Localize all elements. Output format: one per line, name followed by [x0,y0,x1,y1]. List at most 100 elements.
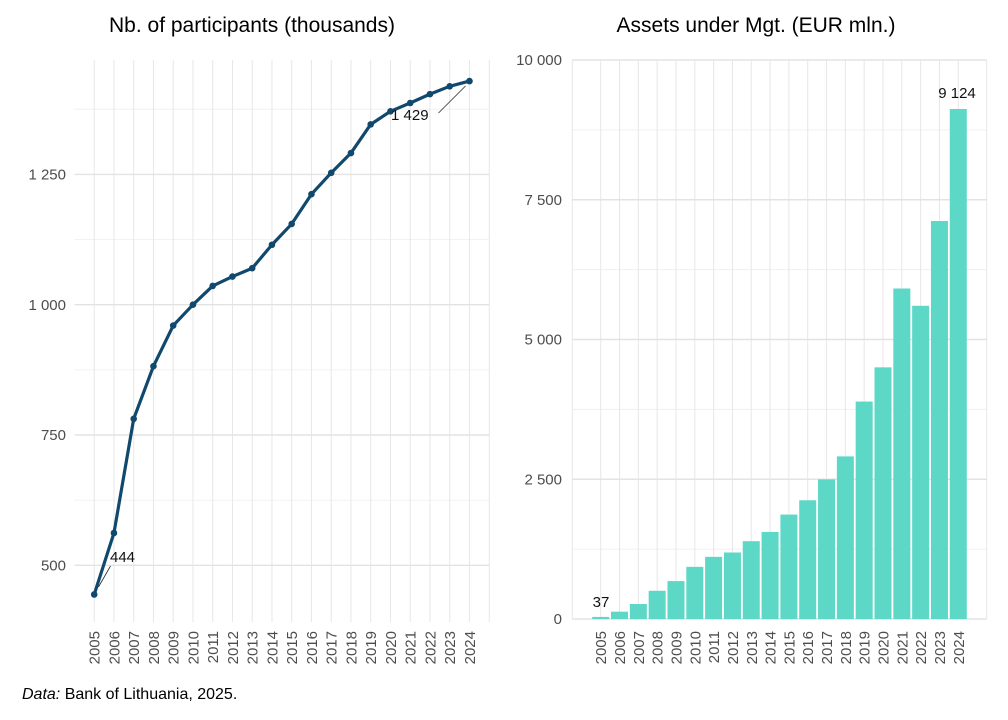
bar-2005 [592,616,610,619]
x-axis-tick-label: 2012 [725,631,742,664]
x-axis-tick-label: 2022 [422,631,439,664]
x-axis-tick-label: 2010 [185,631,202,664]
bar-2008 [648,590,666,619]
x-axis-tick-label: 2024 [951,631,968,664]
y-axis-tick-labels: 500 750 1 000 1 250 [28,167,66,575]
y-axis-tick-label: 0 [554,611,562,628]
x-axis-tick-label: 2024 [462,631,479,664]
bar-2006 [611,611,629,619]
x-axis-tick-label: 2019 [857,631,874,664]
point-2005 [90,591,98,598]
x-axis-tick-label: 2005 [593,631,610,664]
x-axis-tick-label: 2005 [87,631,104,664]
y-axis-tick-label: 5 000 [524,332,562,349]
bar-2012 [723,552,741,619]
x-axis-tick-label: 2006 [612,631,629,664]
line-chart-panel: 500 750 1 000 1 250 2005 2006 2007 2008 2009 2010… [28,60,490,664]
x-axis-tick-label: 2006 [106,631,123,664]
bar-2010 [686,566,704,619]
y-axis-tick-label: 1 250 [28,167,66,184]
x-axis-tick-label: 2017 [819,631,836,664]
x-axis-tick-label: 2007 [631,631,648,664]
bar-2013 [742,541,760,619]
bar-2017 [818,479,836,619]
line-points [90,77,473,598]
bar-2014 [761,531,779,619]
bar-2023 [930,220,948,619]
x-axis-tick-label: 2007 [126,631,143,664]
bar-chart-title: Assets under Mgt. (EUR mln.) [616,14,896,37]
bar-2015 [780,514,798,619]
point-2006 [110,529,118,537]
bar-2020 [874,367,892,619]
bar-2011 [705,556,723,619]
annotation-leader-lines [98,85,466,588]
bar-2021 [893,288,911,619]
x-axis-tick-label: 2023 [932,631,949,664]
x-axis-tick-label: 2015 [284,631,301,664]
x-axis-tick-label: 2023 [442,631,459,664]
horizontal-major-gridlines [74,173,490,566]
x-axis-tick-label: 2017 [324,631,341,664]
data-source-note: Data: Bank of Lithuania, 2025. [22,686,237,704]
x-axis-tick-label: 2009 [668,631,685,664]
y-axis-tick-label: 2 500 [524,471,562,488]
point-2014 [268,241,276,249]
point-2013 [248,264,256,272]
leader-line-first-point [98,565,111,588]
x-axis-tick-label: 2016 [800,631,817,664]
bar-2007 [629,604,647,619]
x-axis-tick-label: 2019 [363,631,380,664]
point-2018 [347,149,355,157]
line-chart-title: Nb. of participants (thousands) [109,14,395,37]
y-axis-tick-label: 500 [41,558,66,575]
x-axis-tick-label: 2014 [264,631,281,664]
x-axis-tick-label: 2011 [706,631,723,663]
x-axis-tick-label: 2010 [687,631,704,664]
x-axis-tick-label: 2016 [304,631,321,664]
y-axis-tick-label: 10 000 [516,52,562,69]
x-axis-tick-label: 2018 [838,631,855,664]
x-axis-tick-label: 2008 [146,631,163,664]
data-source-prefix: Data: [22,686,61,703]
line-first-point-label: 444 [110,549,136,566]
bar-2018 [836,456,854,619]
x-axis-tick-label: 2015 [781,631,798,664]
y-axis-tick-label: 7 500 [524,192,562,209]
point-2016 [308,190,315,198]
bar-2024 [949,108,967,620]
x-axis-tick-label: 2021 [403,631,420,664]
point-2017 [327,169,335,177]
bar-series [592,108,967,620]
y-axis-tick-labels: 0 2 500 5 000 7 500 10 000 [516,52,562,628]
point-2020 [387,108,394,115]
leader-line-last-point [438,85,466,114]
x-axis-tick-labels: 2005 2006 2007 2008 2009 2010 2011 2012 2013 2014… [87,631,479,664]
data-source-text: Bank of Lithuania, 2025. [60,686,238,703]
x-axis-tick-label: 2012 [225,631,242,664]
x-axis-tick-label: 2013 [245,631,262,664]
x-axis-tick-labels: 2005 2006 2007 2008 2009 2010 2011 2012 2013 2014… [593,631,968,664]
x-axis-tick-label: 2020 [383,631,400,664]
x-axis-tick-label: 2011 [205,631,222,663]
x-axis-tick-label: 2008 [650,631,667,664]
point-2015 [288,220,296,228]
point-2010 [189,301,197,309]
x-axis-tick-label: 2013 [744,631,761,664]
x-axis-tick-label: 2020 [876,631,893,664]
x-axis-tick-label: 2021 [894,631,911,664]
point-2022 [426,90,434,98]
bar-2019 [855,401,873,619]
bar-first-value-label: 37 [592,594,610,611]
bar-last-value-label: 9 124 [938,85,976,102]
participants-line [92,79,472,597]
horizontal-minor-gridlines [74,108,490,501]
bar-2009 [667,581,685,619]
point-2023 [446,83,454,90]
vertical-gridlines [93,60,490,622]
bar-2016 [799,500,817,619]
point-2009 [169,322,177,329]
